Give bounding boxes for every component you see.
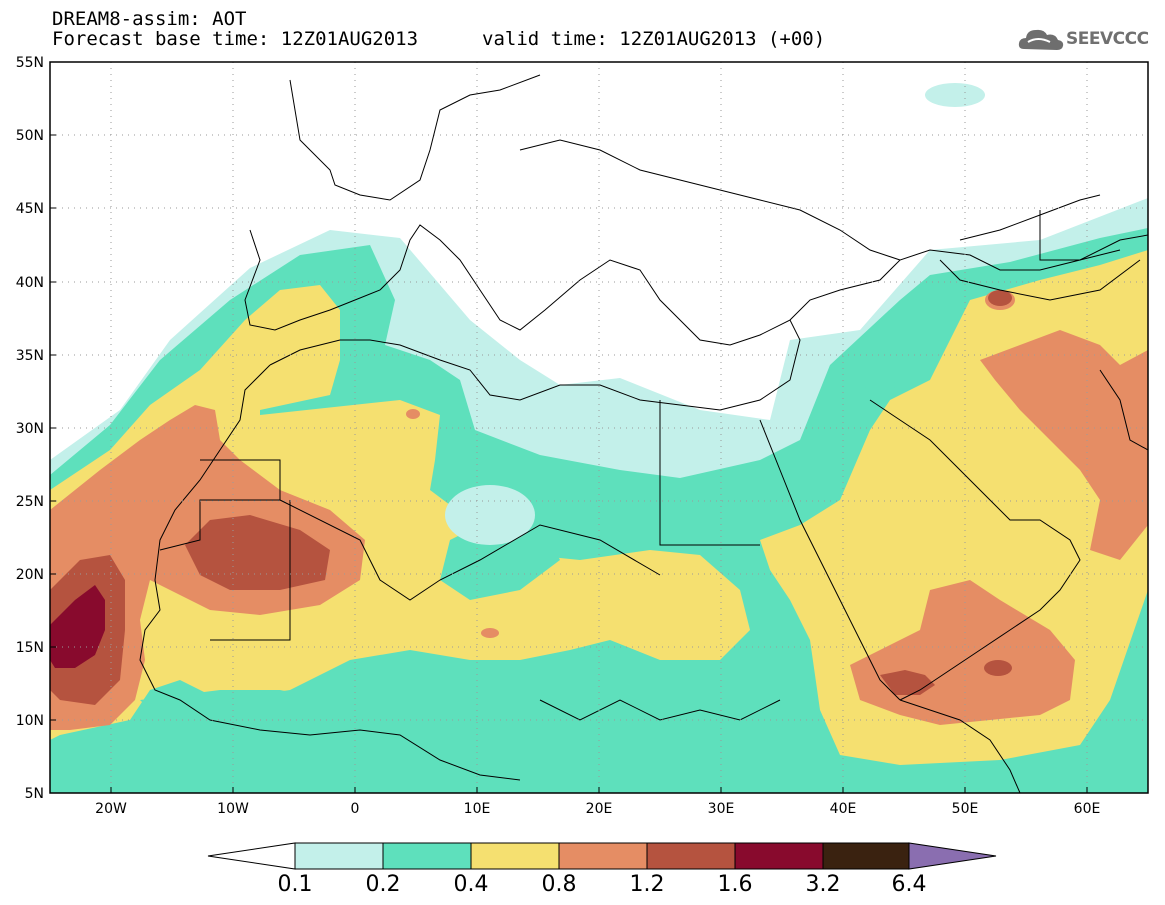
lat-label: 35N <box>16 348 44 364</box>
lat-label: 30N <box>16 421 44 437</box>
valid-time: valid time: 12Z01AUG2013 (+00) <box>482 28 826 50</box>
seevccc-logo: SEEVCCC <box>1018 25 1158 55</box>
colorbar-label: 1.2 <box>629 872 665 897</box>
colorbar-label: 0.1 <box>277 872 313 897</box>
colorbar-label: 6.4 <box>891 872 927 897</box>
lon-label: 10W <box>217 801 249 817</box>
forecast-base-time: Forecast base time: 12Z01AUG2013 <box>52 28 419 50</box>
lat-label: 45N <box>16 201 44 217</box>
lat-label: 55N <box>16 55 44 71</box>
tick-marks <box>50 61 1088 793</box>
lon-label: 20W <box>95 801 127 817</box>
lon-label: 40E <box>830 801 857 817</box>
lon-labels: 20W 10W 0 10E 20E 30E 40E 50E 60E <box>95 801 1100 817</box>
logo-text: SEEVCCC <box>1066 29 1149 49</box>
lon-label: 0 <box>351 801 360 817</box>
aot-fields <box>50 62 1148 793</box>
aot-band-0.1-libya <box>445 485 535 545</box>
map-title: DREAM8-assim: AOT <box>52 8 247 30</box>
cloud-icon <box>1018 29 1064 50</box>
lat-label: 5N <box>25 786 44 802</box>
colorbar-segment <box>470 842 560 870</box>
lat-label: 25N <box>16 494 44 510</box>
lat-labels: 55N 50N 45N 40N 35N 30N 25N 20N 15N 10N … <box>16 55 44 802</box>
lon-label: 60E <box>1074 801 1101 817</box>
colorbar-low-arrow <box>207 842 296 870</box>
colorbar-segment <box>822 842 910 870</box>
lon-label: 20E <box>586 801 613 817</box>
colorbar-label: 1.6 <box>717 872 753 897</box>
lat-label: 40N <box>16 275 44 291</box>
colorbar-label: 0.2 <box>365 872 401 897</box>
lat-label: 15N <box>16 640 44 656</box>
colorbar-high-arrow <box>908 842 997 870</box>
lon-label: 50E <box>952 801 979 817</box>
lat-label: 20N <box>16 567 44 583</box>
colorbar-segment <box>382 842 472 870</box>
lon-label: 30E <box>708 801 735 817</box>
colorbar-label: 0.8 <box>541 872 577 897</box>
colorbar <box>207 842 997 870</box>
aot-band-1.6 <box>50 585 105 668</box>
lat-label: 10N <box>16 713 44 729</box>
colorbar-segment <box>294 842 384 870</box>
lat-label: 50N <box>16 128 44 144</box>
coastlines <box>139 74 1148 793</box>
colorbar-label: 3.2 <box>805 872 841 897</box>
colorbar-segment <box>734 842 824 870</box>
lon-label: 10E <box>464 801 491 817</box>
colorbar-segment <box>646 842 736 870</box>
colorbar-segment <box>558 842 648 870</box>
colorbar-label: 0.4 <box>453 872 489 897</box>
